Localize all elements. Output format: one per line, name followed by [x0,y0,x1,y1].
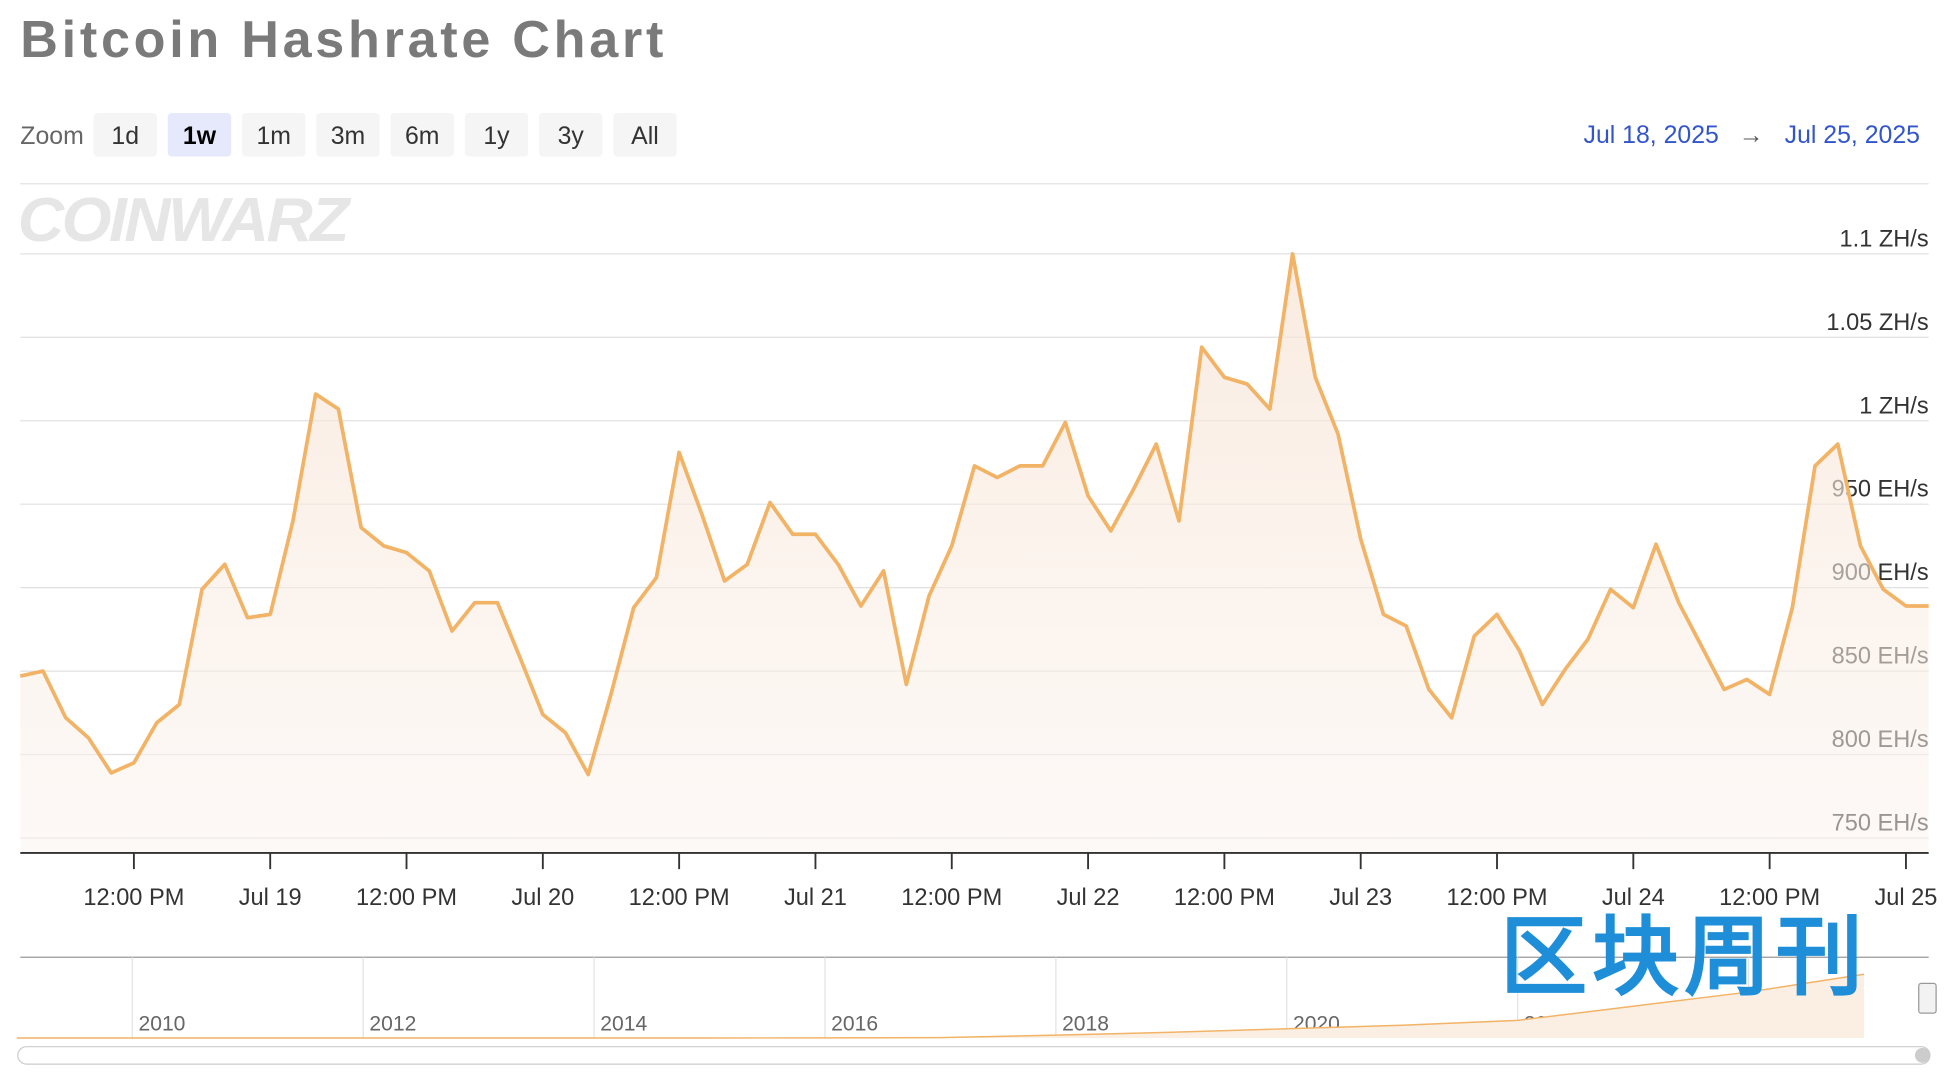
hashrate-line [19,252,1929,777]
area-fill [20,253,1929,853]
overlay-watermark: 区块周刊 [1500,909,1868,1006]
navigator-tick-label: 2016 [831,1013,878,1036]
zoom-buttons: 1d 1w 1m 3m 6m 1y 3y All [93,112,677,157]
x-tick-label: 12:00 PM [356,884,457,910]
x-tick-label: Jul 24 [1602,884,1665,910]
x-tick-label: 12:00 PM [1447,884,1548,910]
x-tick-label: 12:00 PM [83,884,184,910]
scrollbar[interactable] [17,1046,1931,1065]
x-tick-label: Jul 20 [511,884,574,910]
zoom-button[interactable] [242,112,306,157]
zoom-button-label[interactable]: 6m [405,123,440,150]
y-tick-label: 1.05 ZH/s [1826,309,1928,335]
zoom-button-label[interactable]: 3y [558,123,585,150]
y-tick-label: 1.1 ZH/s [1840,225,1929,251]
navigator-area [16,974,1865,1038]
navigator-tick-label: 2012 [369,1013,416,1036]
x-tick-label: 12:00 PM [1174,884,1275,910]
zoom-button[interactable] [613,112,677,157]
zoom-button-label[interactable]: 1y [483,123,510,150]
zoom-label: Zoom [20,123,83,150]
zoom-button[interactable] [167,112,232,157]
zoom-button[interactable] [93,112,157,157]
x-tick-label: Jul 25 [1874,884,1937,910]
navigator-tick-label: 2010 [138,1013,185,1036]
zoom-button[interactable] [390,112,454,157]
zoom-button-label[interactable]: 1w [183,123,217,150]
navigator-tick-label: 2014 [600,1013,647,1036]
x-tick-label: 12:00 PM [629,884,730,910]
date-arrow: → [1739,122,1764,149]
x-tick-label: Jul 22 [1057,884,1120,910]
watermark-logo: COINWARZ [18,186,352,255]
x-tick-label: Jul 19 [239,884,302,910]
navigator-line [16,973,1865,1039]
zoom-button[interactable] [316,112,380,157]
zoom-button[interactable] [464,112,529,157]
navigator: 20102012201420162018202020222024 [16,956,1929,1039]
x-tick-label: 12:00 PM [901,884,1002,910]
x-tick-label: Jul 23 [1329,884,1392,910]
zoom-button-label[interactable]: All [631,123,659,150]
date-to[interactable]: Jul 25, 2025 [1785,122,1920,149]
scrollbar-thumb[interactable] [1915,1047,1930,1063]
date-from[interactable]: Jul 18, 2025 [1584,122,1719,149]
zoom-button[interactable] [539,112,603,157]
x-tick-label: Jul 21 [784,884,847,910]
zoom-button-label[interactable]: 1d [111,123,139,150]
page-title: Bitcoin Hashrate Chart [20,11,667,69]
y-tick-label: 1 ZH/s [1859,392,1928,418]
navigator-tick-label: 2018 [1062,1013,1109,1036]
navigator-handle[interactable] [1918,982,1937,1014]
zoom-button-label[interactable]: 3m [331,123,366,150]
zoom-button-label[interactable]: 1m [256,123,291,150]
x-tick-label: 12:00 PM [1719,884,1820,910]
